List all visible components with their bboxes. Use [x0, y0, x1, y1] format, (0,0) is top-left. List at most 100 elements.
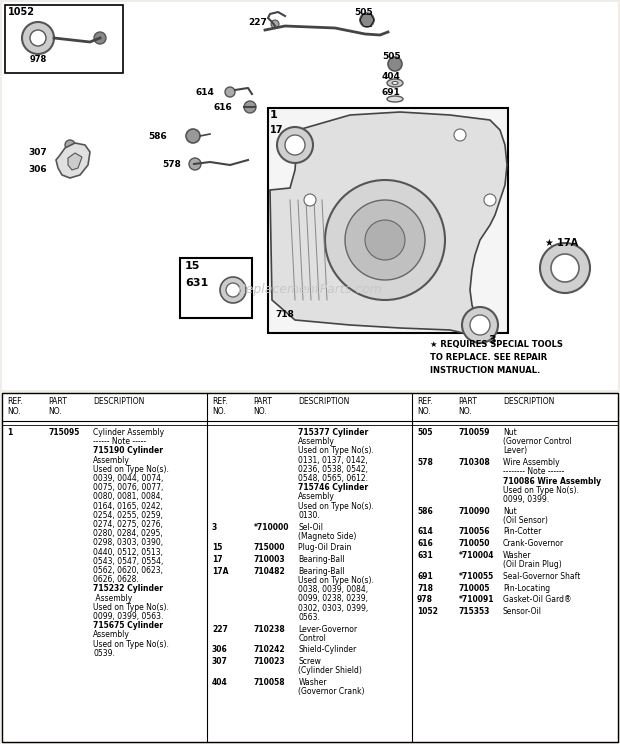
Circle shape — [30, 30, 46, 46]
Text: REF.
NO.: REF. NO. — [212, 397, 228, 417]
Text: *710055: *710055 — [458, 572, 494, 581]
Text: 505: 505 — [382, 52, 401, 61]
Text: 710058: 710058 — [254, 678, 285, 687]
Circle shape — [94, 32, 106, 44]
Text: Lever-Governor: Lever-Governor — [298, 624, 358, 633]
Circle shape — [186, 129, 200, 143]
Text: *710004: *710004 — [458, 551, 494, 560]
Text: Lever): Lever) — [503, 446, 527, 455]
Text: 0130.: 0130. — [298, 511, 320, 520]
Text: Used on Type No(s).: Used on Type No(s). — [503, 486, 578, 495]
Circle shape — [226, 283, 240, 297]
Text: 715377 Cylinder: 715377 Cylinder — [298, 428, 368, 437]
Text: (Governor Crank): (Governor Crank) — [298, 687, 365, 696]
Text: 631: 631 — [417, 551, 433, 560]
Text: Assembly: Assembly — [298, 493, 335, 501]
Text: Used on Type No(s).: Used on Type No(s). — [94, 465, 169, 474]
Text: 306: 306 — [28, 165, 46, 174]
Text: 710050: 710050 — [458, 539, 490, 548]
Text: Sel-Oil: Sel-Oil — [298, 522, 323, 531]
Text: ------ Note -----: ------ Note ----- — [94, 437, 146, 446]
Text: 0539.: 0539. — [94, 649, 115, 658]
Text: 505: 505 — [354, 8, 373, 17]
Text: DESCRIPTION: DESCRIPTION — [298, 397, 350, 406]
Text: -------- Note ------: -------- Note ------ — [503, 467, 564, 476]
Text: 710090: 710090 — [458, 507, 490, 516]
Text: Washer: Washer — [503, 551, 531, 560]
Text: 0298, 0303, 0390,: 0298, 0303, 0390, — [94, 539, 164, 548]
Text: 0563.: 0563. — [298, 613, 320, 622]
Text: Nut: Nut — [503, 507, 516, 516]
Text: (Oil Sensor): (Oil Sensor) — [503, 516, 547, 525]
Circle shape — [345, 200, 425, 280]
Text: 614: 614 — [195, 88, 214, 97]
Text: 0626, 0628.: 0626, 0628. — [94, 575, 139, 584]
Polygon shape — [270, 112, 507, 335]
Text: 404: 404 — [382, 72, 401, 81]
Text: 715190 Cylinder: 715190 Cylinder — [94, 446, 163, 455]
Text: (Magneto Side): (Magneto Side) — [298, 532, 356, 541]
Text: Pin-Cotter: Pin-Cotter — [503, 527, 541, 536]
Text: Sensor-Oil: Sensor-Oil — [503, 607, 542, 616]
Text: 0038, 0039, 0084,: 0038, 0039, 0084, — [298, 586, 368, 594]
Text: Crank-Governor: Crank-Governor — [503, 539, 564, 548]
Circle shape — [22, 22, 54, 54]
Text: 15: 15 — [212, 543, 223, 552]
Text: 578: 578 — [417, 458, 433, 467]
Text: 710238: 710238 — [254, 624, 285, 633]
Text: 1: 1 — [7, 428, 12, 437]
Polygon shape — [68, 153, 82, 170]
Text: 710086 Wire Assembly: 710086 Wire Assembly — [503, 476, 601, 486]
Text: Bearing-Ball: Bearing-Ball — [298, 555, 345, 564]
Ellipse shape — [387, 96, 403, 102]
Text: ★ 17A: ★ 17A — [545, 238, 578, 248]
Bar — [2, 2, 618, 390]
Text: ★ REQUIRES SPECIAL TOOLS: ★ REQUIRES SPECIAL TOOLS — [430, 340, 563, 349]
Text: 1052: 1052 — [8, 7, 35, 17]
Text: Shield-Cylinder: Shield-Cylinder — [298, 645, 356, 655]
Bar — [180, 258, 252, 318]
Text: DESCRIPTION: DESCRIPTION — [503, 397, 554, 406]
Text: Seal-Governor Shaft: Seal-Governor Shaft — [503, 572, 580, 581]
Circle shape — [304, 194, 316, 206]
Text: 17A: 17A — [212, 567, 229, 576]
Text: 616: 616 — [417, 539, 433, 548]
Text: Assembly: Assembly — [298, 437, 335, 446]
Text: Washer: Washer — [298, 678, 327, 687]
Text: Used on Type No(s).: Used on Type No(s). — [298, 576, 374, 585]
Text: 715353: 715353 — [458, 607, 490, 616]
Text: 307: 307 — [28, 148, 46, 157]
Text: 404: 404 — [212, 678, 228, 687]
Text: 631: 631 — [185, 278, 208, 288]
Text: Pin-Locating: Pin-Locating — [503, 583, 550, 592]
Text: 715675 Cylinder: 715675 Cylinder — [94, 621, 163, 630]
Circle shape — [540, 243, 590, 293]
Circle shape — [271, 20, 279, 28]
Text: 0039, 0044, 0074,: 0039, 0044, 0074, — [94, 474, 164, 483]
Text: 614: 614 — [417, 527, 433, 536]
Text: 710059: 710059 — [458, 428, 490, 437]
Circle shape — [220, 277, 246, 303]
Text: 0099, 0399, 0563.: 0099, 0399, 0563. — [94, 612, 164, 621]
Text: 710308: 710308 — [458, 458, 490, 467]
Circle shape — [484, 194, 496, 206]
Text: Screw: Screw — [298, 657, 321, 666]
Text: Used on Type No(s).: Used on Type No(s). — [94, 603, 169, 612]
Text: PART
NO.: PART NO. — [458, 397, 477, 417]
Text: 978: 978 — [417, 595, 433, 604]
Text: 0543, 0547, 0554,: 0543, 0547, 0554, — [94, 557, 164, 565]
Circle shape — [285, 135, 305, 155]
Text: 715095: 715095 — [48, 428, 80, 437]
Text: 691: 691 — [417, 572, 433, 581]
Text: 0274, 0275, 0276,: 0274, 0275, 0276, — [94, 520, 163, 529]
Text: 1: 1 — [270, 110, 278, 120]
Text: REF.
NO.: REF. NO. — [417, 397, 433, 417]
Text: ReplacementParts.com: ReplacementParts.com — [237, 283, 383, 297]
Text: REF.
NO.: REF. NO. — [7, 397, 22, 417]
Text: 978: 978 — [30, 55, 47, 64]
Text: 710005: 710005 — [458, 583, 490, 592]
Text: 505: 505 — [417, 428, 433, 437]
Text: Assembly: Assembly — [94, 594, 133, 603]
Text: 1052: 1052 — [417, 607, 438, 616]
Text: 307: 307 — [212, 657, 228, 666]
